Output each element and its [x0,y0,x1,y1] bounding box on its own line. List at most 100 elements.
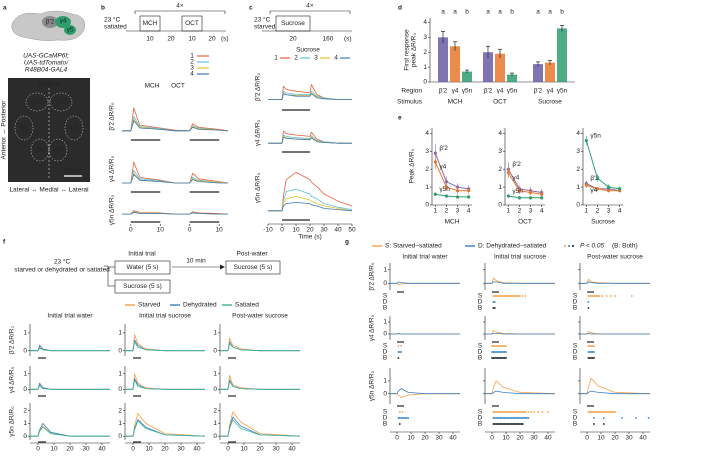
region-label: γ4 [452,88,459,95]
significance-dot [547,411,549,413]
bar [450,46,460,82]
y-tick-label: 0 [118,433,122,440]
y-tick-label: 1 [23,370,27,377]
legend-label: 3 [190,65,194,72]
x-tick-label: 40 [334,227,342,234]
significance-dot [527,411,530,413]
label: Sucrose (5 s) [234,264,273,271]
label: OCT [185,20,199,27]
label: Anterior ↔ Posterior [1,100,8,160]
line [507,168,542,193]
y-tick-label: 1 [23,420,27,427]
y-tick-label: 0 [383,280,387,287]
significance-dot [605,411,608,413]
significance-dot [493,345,496,347]
significance-dot [505,417,507,419]
x-tick-label: 40 [449,435,457,442]
significance-dot [495,417,498,419]
label: γ4 [71,125,78,132]
raster-label: D [478,299,483,306]
raster-label: D [573,299,578,306]
significance-dot [503,423,506,425]
point [584,183,588,187]
significance-dot [507,423,510,425]
label: Region [401,88,422,95]
duration: 20 [289,36,297,43]
significance-dot [521,423,524,425]
significance-dot [607,411,609,413]
raster-label: D [478,415,483,422]
point [467,189,471,193]
significance-dot [593,345,595,347]
significance-dot [590,357,593,359]
significance-dot [509,295,512,297]
y-tick-label: 3 [423,34,427,41]
significance-dot [507,417,510,419]
significance-dot [520,423,523,425]
significance-dot [503,345,506,347]
y-tick-label: 1 [213,330,217,337]
label: OCT [171,83,185,90]
significance-dot [493,301,496,303]
point [584,138,588,143]
significance-dot [503,295,506,297]
x-tick-label: 3 [607,208,611,215]
significance-dot [401,417,404,419]
x-tick-label: 0 [129,227,133,234]
point [467,195,471,199]
significance-dot [491,357,493,359]
significance-dot [493,411,496,413]
y-tick-label: 0 [23,386,27,393]
significance-dot [524,411,527,413]
significance-dot [593,357,595,359]
significance-dot [493,307,496,309]
significance-dot [591,351,594,353]
protocol-box [114,260,171,275]
legend-label: P < 0.05 [580,243,605,250]
significance-dot [492,295,495,297]
line [508,195,542,199]
significance-dot [590,295,593,297]
significance-dot [513,417,516,419]
significance-dot [523,411,526,413]
significance-dot [397,357,400,359]
label: γ4 [21,125,28,132]
significance-dot [499,357,502,359]
trace [390,333,460,335]
bar [545,62,555,82]
y-axis-label: γ5n ΔR/R₀ [109,194,116,225]
significance-dot [614,295,616,297]
significance-dot [520,411,523,413]
label: β′2 [33,99,42,106]
raster-label: S [573,293,578,300]
y-axis-label: β′2 ΔR/R₀ [369,262,376,291]
raster-label: B [573,421,577,428]
significance-dot [397,351,400,353]
trace [30,347,110,352]
significance-dot [621,417,623,419]
significance-dot [519,411,521,413]
significance-dot [492,301,495,303]
significance-dot [590,345,593,347]
significance-dot [512,423,514,425]
significance-dot [541,411,544,413]
raster-label: D [383,349,388,356]
significance-dot [597,411,600,413]
significance-dot [590,411,593,413]
significance-dot [587,411,590,413]
x-tick-label: 2 [518,208,522,215]
significance-dot [516,295,519,297]
trace [30,385,110,390]
significance-letter: a [453,9,457,16]
significance-dot [505,351,507,353]
significance-dot [493,295,496,297]
trace [268,172,353,212]
bar [438,37,448,82]
y-axis-label: First response [404,29,411,71]
y-tick-label: 3 [576,148,580,155]
x-tick-label: 4 [540,208,544,215]
significance-dot [521,411,524,413]
significance-dot [630,295,633,297]
y-axis-label: γ5n ΔR/R₀ [255,172,262,203]
